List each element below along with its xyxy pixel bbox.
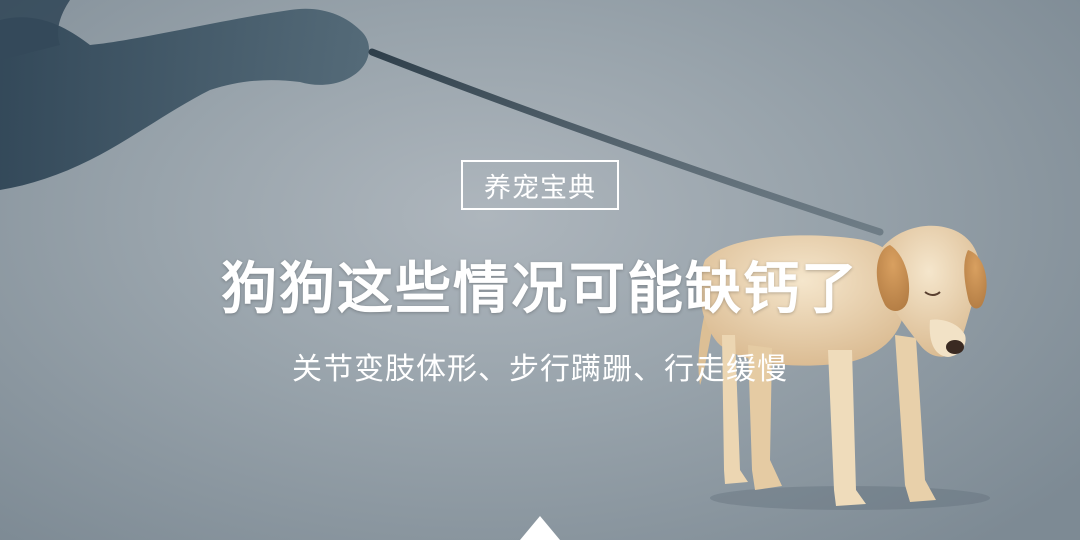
scroll-down-pointer xyxy=(520,516,560,540)
category-tag: 养宠宝典 xyxy=(461,160,619,210)
dog-illustration xyxy=(698,225,987,506)
leash xyxy=(368,48,884,236)
subtitle: 关节变肢体形、步行蹒跚、行走缓慢 xyxy=(292,352,788,387)
page-title: 狗狗这些情况可能缺钙了 xyxy=(221,257,859,322)
hand-silhouette xyxy=(0,0,369,190)
